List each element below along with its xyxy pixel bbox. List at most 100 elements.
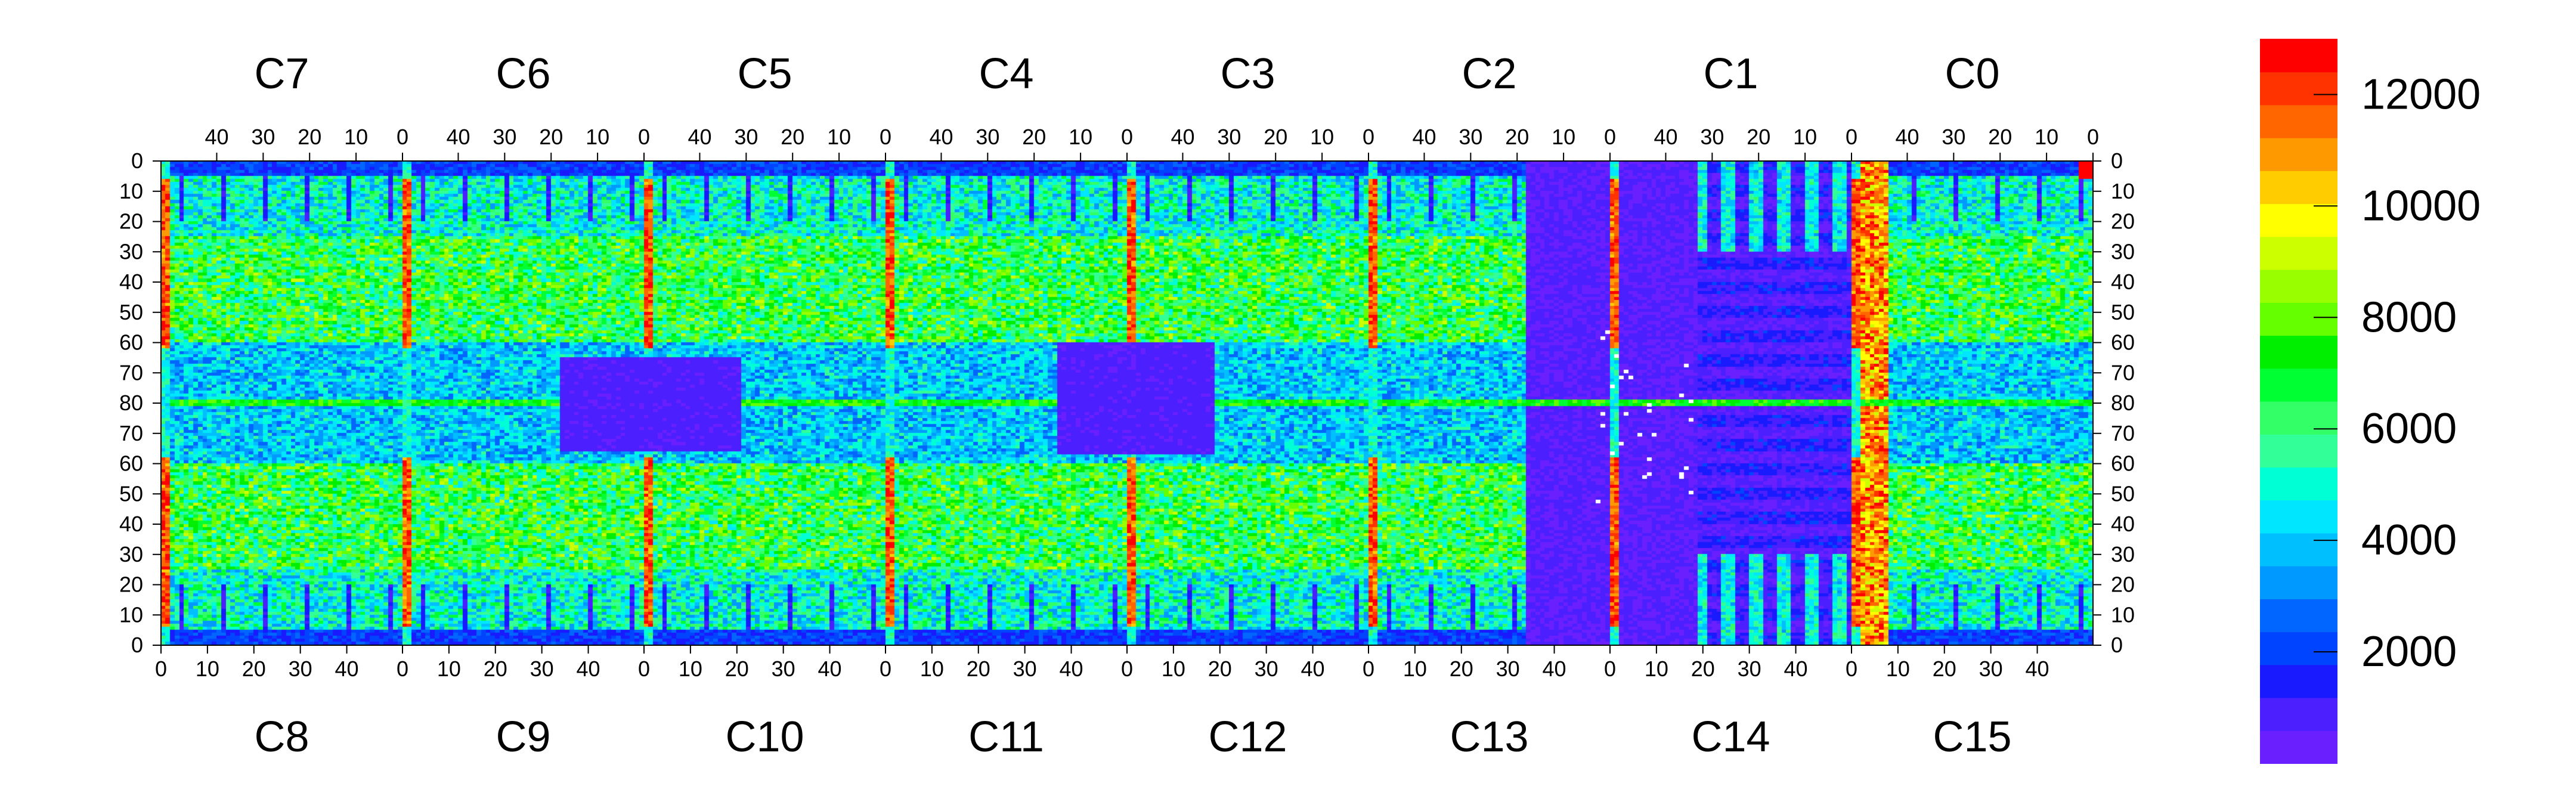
bottom-chip-label: C11 [968, 713, 1044, 761]
top-x-tick-label: 40 [688, 125, 711, 149]
top-x-tick-label: 20 [539, 125, 563, 149]
top-x-tick-label: 0 [1604, 125, 1616, 149]
top-x-tick-label: 0 [1363, 125, 1374, 149]
bottom-x-tick-label: 30 [1255, 657, 1278, 681]
left-y-tick-label: 40 [119, 270, 143, 294]
bottom-x-tick-label: 20 [1208, 657, 1232, 681]
right-y-tick-label: 30 [2111, 542, 2135, 566]
right-y-tick-label: 70 [2111, 421, 2135, 445]
colorbar-segment [2260, 72, 2337, 106]
heatmap-cells [161, 161, 2093, 645]
colorbar-segment [2260, 39, 2337, 73]
bottom-x-tick-label: 10 [1886, 657, 1910, 681]
colorbar-tick-label: 12000 [2361, 70, 2481, 118]
bottom-x-tick-label: 30 [1738, 657, 1761, 681]
right-y-tick-label: 30 [2111, 239, 2135, 264]
bottom-x-tick-label: 20 [725, 657, 749, 681]
top-chip-label: C1 [1703, 50, 1758, 98]
bottom-x-tick-label: 0 [397, 657, 408, 681]
colorbar-tick-label: 10000 [2361, 182, 2481, 230]
colorbar: 2000 4000 6000 8000 10000 12000 [2260, 39, 2481, 764]
bottom-x-tick-label: 30 [1979, 657, 2003, 681]
left-y-tick-label: 60 [119, 330, 143, 355]
bottom-x-tick-label: 10 [920, 657, 944, 681]
right-y-tick-label: 60 [2111, 451, 2135, 476]
top-x-tick-label: 0 [1846, 125, 1857, 149]
bottom-x-tick-label: 0 [155, 657, 167, 681]
top-x-tick-label: 10 [586, 125, 609, 149]
top-x-tick-label: 40 [1412, 125, 1436, 149]
bottom-x-tick-label: 10 [1162, 657, 1185, 681]
top-x-tick-label: 20 [298, 125, 321, 149]
top-x-tick-label: 30 [1459, 125, 1482, 149]
top-x-tick-label: 20 [1505, 125, 1529, 149]
bottom-chip-label: C13 [1450, 713, 1528, 761]
top-x-tick-label: 40 [1171, 125, 1194, 149]
colorbar-segment [2260, 434, 2337, 468]
top-x-tick-label: 20 [781, 125, 804, 149]
right-y-tick-label: 10 [2111, 179, 2135, 203]
bottom-x-tick-label: 10 [196, 657, 219, 681]
top-x-tick-label: 0 [397, 125, 408, 149]
top-x-tick-label: 40 [1895, 125, 1919, 149]
bottom-x-tick-label: 10 [679, 657, 702, 681]
left-y-tick-label: 80 [119, 391, 143, 415]
right-y-tick-label: 40 [2111, 512, 2135, 536]
bottom-chip-label: C14 [1691, 713, 1770, 761]
bottom-x-tick-label: 20 [484, 657, 507, 681]
bottom-x-tick-label: 20 [242, 657, 266, 681]
bottom-x-tick-label: 40 [1060, 657, 1083, 681]
left-y-tick-label: 70 [119, 360, 143, 385]
bottom-chip-label: C15 [1933, 713, 2011, 761]
right-y-tick-label: 50 [2111, 481, 2135, 506]
bottom-x-tick-label: 10 [437, 657, 461, 681]
left-y-tick-label: 30 [119, 542, 143, 566]
left-y-tick-label: 10 [119, 602, 143, 627]
top-x-tick-label: 0 [1121, 125, 1133, 149]
right-y-tick-label: 20 [2111, 209, 2135, 234]
left-y-tick-label: 60 [119, 451, 143, 476]
top-x-tick-label: 20 [1988, 125, 2012, 149]
bottom-chip-label: C8 [254, 713, 309, 761]
right-y-tick-label: 20 [2111, 572, 2135, 597]
colorbar-segment [2260, 500, 2337, 534]
bottom-x-tick-label: 0 [1604, 657, 1616, 681]
top-x-tick-label: 10 [2035, 125, 2058, 149]
bottom-chip-label: C12 [1208, 713, 1287, 761]
colorbar-segment [2260, 533, 2337, 566]
colorbar-segment [2260, 335, 2337, 369]
bottom-x-tick-label: 40 [577, 657, 600, 681]
colorbar-tick-label: 6000 [2361, 405, 2457, 453]
heatmap-image [161, 161, 2093, 645]
colorbar-segment [2260, 203, 2337, 237]
left-y-tick-label: 30 [119, 239, 143, 264]
bottom-x-tick-label: 0 [1121, 657, 1133, 681]
top-x-tick-label: 10 [827, 125, 851, 149]
bottom-x-tick-label: 20 [1691, 657, 1715, 681]
bottom-chip-label: C10 [725, 713, 804, 761]
top-x-tick-label: 20 [1264, 125, 1287, 149]
colorbar-tick-label: 4000 [2361, 516, 2457, 564]
bottom-x-tick-label: 40 [818, 657, 842, 681]
top-chip-label: C7 [254, 50, 309, 98]
axes [153, 153, 2101, 654]
bottom-x-tick-label: 40 [335, 657, 359, 681]
top-x-tick-label: 30 [1217, 125, 1241, 149]
bottom-chip-label: C9 [496, 713, 550, 761]
right-y-tick-label: 0 [2111, 148, 2123, 173]
bottom-x-tick-label: 30 [289, 657, 312, 681]
bottom-x-tick-label: 40 [1784, 657, 1808, 681]
colorbar-segment [2260, 598, 2337, 633]
bottom-x-tick-label: 40 [1301, 657, 1325, 681]
right-y-tick-label: 40 [2111, 270, 2135, 294]
colorbar-segment [2260, 368, 2337, 402]
colorbar-segment [2260, 466, 2337, 501]
bottom-x-tick-label: 30 [1496, 657, 1520, 681]
colorbar-segment [2260, 104, 2337, 138]
right-y-tick-label: 50 [2111, 300, 2135, 324]
top-x-tick-label: 20 [1747, 125, 1770, 149]
colorbar-segment [2260, 664, 2337, 698]
top-chip-label: C3 [1220, 50, 1275, 98]
colorbar-segment [2260, 565, 2337, 599]
